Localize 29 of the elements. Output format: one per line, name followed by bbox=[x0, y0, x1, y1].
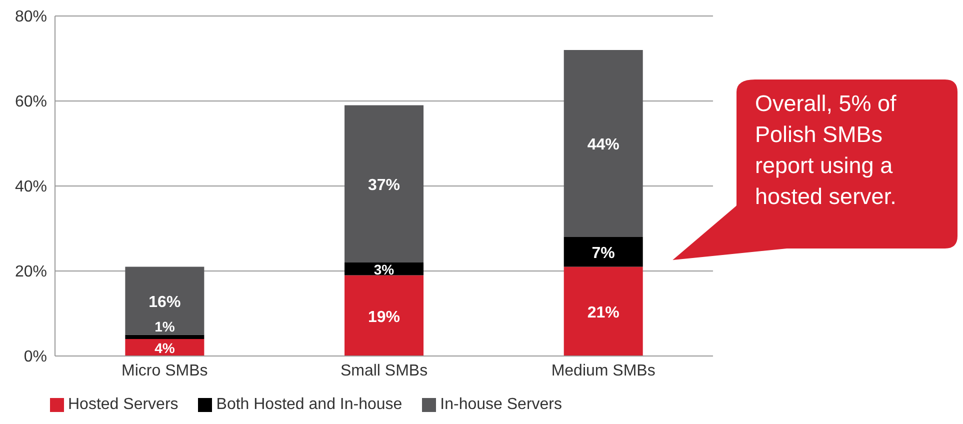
data-label: 44% bbox=[587, 136, 620, 154]
data-label: 21% bbox=[587, 304, 620, 322]
x-tick-label: Micro SMBs bbox=[122, 362, 208, 380]
data-label: 4% bbox=[154, 340, 176, 356]
data-label: 3% bbox=[374, 262, 395, 278]
bar bbox=[125, 266, 204, 335]
bar bbox=[344, 275, 424, 356]
y-tick-label: 80% bbox=[14, 8, 47, 26]
data-label: 7% bbox=[592, 245, 615, 262]
y-tick-label: 0% bbox=[24, 348, 47, 366]
data-label: 1% bbox=[154, 318, 176, 334]
bar bbox=[564, 266, 643, 356]
legend-label: Hosted Servers bbox=[68, 396, 178, 413]
text: Overall, 5% of Polish SMBs report using a hosted server. bbox=[755, 90, 898, 211]
data-label: 16% bbox=[148, 294, 181, 311]
x-tick-label: Small SMBs bbox=[340, 362, 428, 380]
bar bbox=[344, 262, 424, 276]
bar bbox=[564, 237, 643, 267]
y-tick-label: 20% bbox=[14, 264, 47, 281]
data-label: 19% bbox=[368, 308, 400, 326]
legend-label: In-house Servers bbox=[440, 396, 562, 413]
x-tick-label: Medium SMBs bbox=[551, 362, 656, 380]
bar bbox=[344, 105, 424, 262]
legend-label: Both Hosted and In-house bbox=[216, 396, 402, 413]
data-label: 37% bbox=[368, 177, 400, 194]
bar bbox=[564, 50, 643, 237]
y-tick-label: 60% bbox=[14, 94, 47, 111]
bar bbox=[125, 334, 204, 339]
y-tick-label: 40% bbox=[14, 178, 47, 196]
